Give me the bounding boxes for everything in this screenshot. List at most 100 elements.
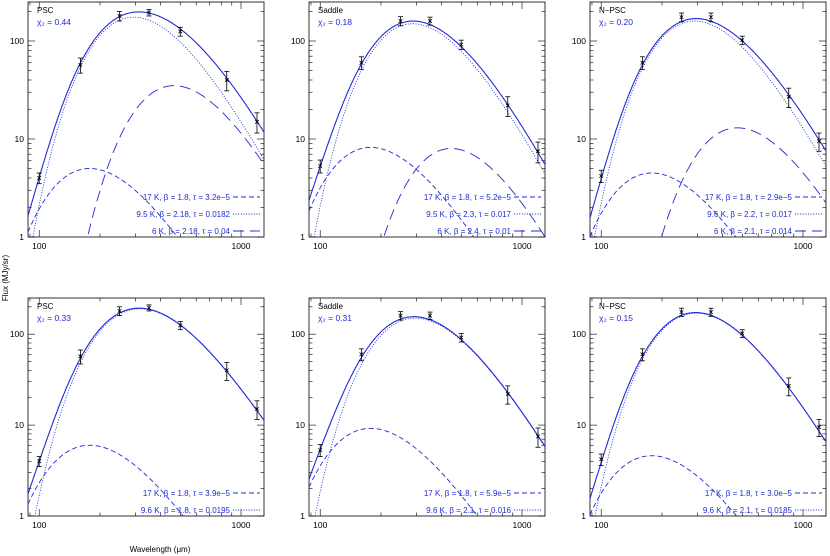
axis-ticks xyxy=(309,2,545,238)
data-point xyxy=(535,427,541,448)
component-curve-1 xyxy=(28,445,264,556)
data-point xyxy=(358,348,364,362)
model-curves xyxy=(28,11,264,237)
panel-5: 100 1000 1 10 100 Saddle χ₂ = 0.31 17 K, β = 1.… xyxy=(291,297,546,530)
data-point xyxy=(224,361,230,381)
legend-label: 6 K, β = 2.4, τ = 0.01 xyxy=(437,227,511,236)
panel-title: PSC xyxy=(37,302,54,311)
panel-4: 100 1000 1 10 100 PSC χ₂ = 0.33 17 K, β = 1.8, … xyxy=(10,297,265,556)
axis-ticks xyxy=(309,298,545,517)
data-point xyxy=(398,311,404,321)
total-model-curve xyxy=(309,20,545,201)
point-marker xyxy=(224,368,229,373)
y-tick-label: 1 xyxy=(581,232,586,242)
chi-square-label: χ₂ = 0.44 xyxy=(37,17,71,27)
legend-label: 9.6 K, β = 2.2, τ = 0.017 xyxy=(707,210,792,219)
point-marker xyxy=(640,352,645,357)
data-points xyxy=(317,16,541,174)
legend-label: 9.6 K, β = 2.1, τ = 0.016 xyxy=(426,506,511,515)
data-point xyxy=(117,306,123,317)
legend-label: 17 K, β = 1.8, τ = 5.2e−5 xyxy=(424,193,512,202)
point-marker xyxy=(599,457,604,462)
chi-square-label: χ₂ = 0.33 xyxy=(37,313,71,323)
point-marker xyxy=(78,62,83,68)
data-point xyxy=(708,307,714,317)
chi-square-label: χ₂ = 0.20 xyxy=(599,17,633,27)
legend-label: 9.5 K, β = 2.3, τ = 0.017 xyxy=(426,210,511,219)
data-point xyxy=(505,96,511,117)
data-point xyxy=(254,400,260,420)
y-tick-label: 100 xyxy=(10,329,24,339)
point-marker xyxy=(178,29,183,34)
total-model-curve xyxy=(590,18,826,219)
legend: 17 K, β = 1.8, τ = 5.9e−5 9.6 K, β = 2.1,… xyxy=(424,489,541,515)
total-model-curve xyxy=(309,316,545,480)
plot-frame xyxy=(589,297,827,517)
y-tick-label: 1 xyxy=(300,511,305,521)
component-curve-3 xyxy=(661,127,826,237)
legend-label: 9.5 K, β = 2.18, τ = 0.0182 xyxy=(136,210,230,219)
legend-label: 6 K, β = 2.1, τ = 0.014 xyxy=(714,227,793,236)
model-curves xyxy=(590,312,826,516)
y-tick-label: 100 xyxy=(10,36,24,46)
x-tick-label: 100 xyxy=(32,520,46,530)
y-tick-label: 100 xyxy=(572,329,586,339)
point-marker xyxy=(146,10,152,15)
data-point xyxy=(224,70,230,92)
point-marker xyxy=(427,18,433,24)
x-tick-label: 100 xyxy=(32,241,46,251)
point-marker xyxy=(640,60,645,65)
point-marker xyxy=(599,173,604,179)
total-model-curve xyxy=(28,307,264,494)
data-point xyxy=(36,172,42,185)
axis-ticks xyxy=(590,2,826,238)
point-marker xyxy=(679,15,684,20)
legend: 17 K, β = 1.8, τ = 5.2e−5 9.5 K, β = 2.3,… xyxy=(424,193,541,236)
point-marker xyxy=(318,163,323,169)
point-marker xyxy=(398,18,403,24)
legend-label: 6 K, β = 2.18, τ = 0.04 xyxy=(152,227,231,236)
point-marker xyxy=(679,309,684,315)
x-axis-title: Wavelength (μm) xyxy=(130,545,191,554)
data-point xyxy=(427,311,433,320)
point-marker xyxy=(224,77,229,83)
x-tick-label: 1000 xyxy=(794,520,813,530)
data-points xyxy=(36,9,260,185)
data-point xyxy=(317,159,323,174)
data-point xyxy=(739,329,745,338)
panel-title: Saddle xyxy=(318,6,343,15)
point-marker xyxy=(117,13,122,19)
panel-title: PSC xyxy=(37,6,54,15)
legend: 17 K, β = 1.8, τ = 2.9e−5 9.6 K, β = 2.2,… xyxy=(705,193,822,236)
plot-frame xyxy=(308,297,546,517)
data-point xyxy=(427,16,433,26)
data-point xyxy=(786,87,792,108)
data-point xyxy=(117,11,123,22)
data-point xyxy=(458,332,464,343)
model-curves xyxy=(28,307,264,556)
point-marker xyxy=(740,38,745,43)
y-tick-label: 100 xyxy=(291,36,305,46)
data-point xyxy=(146,9,152,17)
data-point xyxy=(639,56,645,71)
point-marker xyxy=(398,313,403,318)
chi-square-label: χ₂ = 0.18 xyxy=(318,17,352,27)
y-tick-label: 1 xyxy=(19,232,24,242)
panel-3: 100 1000 1 10 100 N−PSC χ₂ = 0.20 17 K, β = 1.8… xyxy=(572,1,827,251)
legend-label: 9.6 K, β = 1.8, τ = 0.0195 xyxy=(141,506,231,515)
point-marker xyxy=(505,103,510,108)
data-point xyxy=(708,12,714,23)
data-point xyxy=(598,169,604,183)
point-marker xyxy=(359,352,364,357)
plot-frame xyxy=(27,297,265,517)
legend-label: 17 K, β = 1.8, τ = 3.9e−5 xyxy=(143,489,231,498)
legend-label: 17 K, β = 1.8, τ = 3.2e−5 xyxy=(143,193,231,202)
component-curve-2 xyxy=(594,20,826,237)
x-tick-label: 1000 xyxy=(232,241,251,251)
data-point xyxy=(77,57,83,74)
y-tick-label: 10 xyxy=(296,134,306,144)
data-point xyxy=(598,453,604,466)
point-marker xyxy=(117,308,122,314)
point-marker xyxy=(459,42,464,47)
